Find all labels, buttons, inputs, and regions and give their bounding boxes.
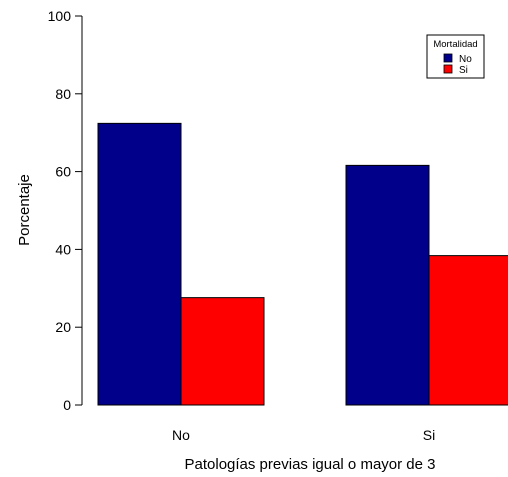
x-axis-title: Patologías previas igual o mayor de 3 [185, 456, 436, 473]
legend-swatch [443, 53, 453, 63]
y-tick-label: 80 [55, 86, 71, 102]
y-axis: 0 20 40 60 80 100 [48, 8, 83, 413]
bar-si-no [345, 164, 430, 406]
bar-no-si [180, 297, 265, 406]
bars-group [97, 122, 508, 406]
x-axis-labels: No Si [172, 427, 435, 443]
x-tick-label: No [172, 427, 190, 443]
legend-swatch [443, 64, 453, 74]
legend-title: Mortalidad [433, 39, 477, 50]
y-tick-label: 100 [48, 8, 72, 24]
legend-box [426, 34, 485, 79]
y-tick-label: 60 [55, 164, 71, 180]
y-tick-label: 20 [55, 319, 71, 335]
y-tick-label: 40 [55, 241, 71, 257]
bar-si-si [428, 255, 508, 406]
bar-no-no [97, 122, 182, 406]
y-axis-title: Porcentaje [16, 174, 33, 246]
legend-label: Si [459, 65, 468, 76]
legend-label: No [459, 54, 472, 65]
y-tick-label: 0 [63, 397, 71, 413]
x-tick-label: Si [423, 427, 435, 443]
